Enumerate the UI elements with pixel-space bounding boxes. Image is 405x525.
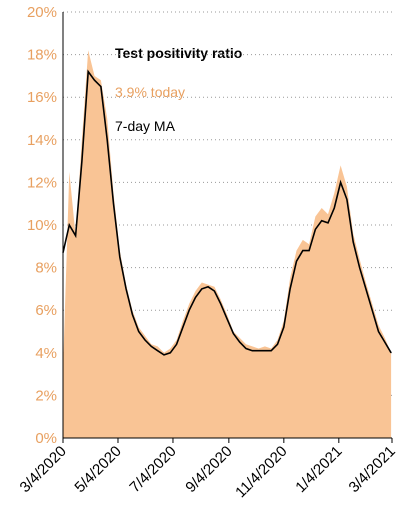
annotation: 3.9% today xyxy=(115,84,185,100)
x-tick-label: 7/4/2020 xyxy=(126,443,179,496)
legend-label: 7-day MA xyxy=(115,118,176,134)
x-tick-label: 5/4/2020 xyxy=(72,443,125,496)
y-tick-label: 18% xyxy=(27,47,57,64)
y-tick-label: 4% xyxy=(35,345,57,362)
y-tick-label: 8% xyxy=(35,260,57,277)
y-tick-label: 10% xyxy=(27,217,57,234)
x-tick-label: 1/4/2021 xyxy=(292,443,345,496)
ma-line xyxy=(62,69,392,356)
y-tick-label: 20% xyxy=(27,4,57,21)
y-tick-label: 14% xyxy=(27,132,57,149)
y-tick-label: 2% xyxy=(35,387,57,404)
y-tick-label: 12% xyxy=(27,174,57,191)
y-tick-label: 0% xyxy=(35,430,57,447)
chart-title: Test positivity ratio xyxy=(115,45,242,61)
area xyxy=(63,50,392,439)
x-tick-label: 9/4/2020 xyxy=(182,443,235,496)
x-tick-label: 11/4/2020 xyxy=(232,443,290,501)
x-tick-label: 3/4/2020 xyxy=(17,443,70,496)
y-tick-label: 16% xyxy=(27,89,57,106)
y-tick-label: 6% xyxy=(35,302,57,319)
x-tick-label: 3/4/2021 xyxy=(346,443,399,496)
